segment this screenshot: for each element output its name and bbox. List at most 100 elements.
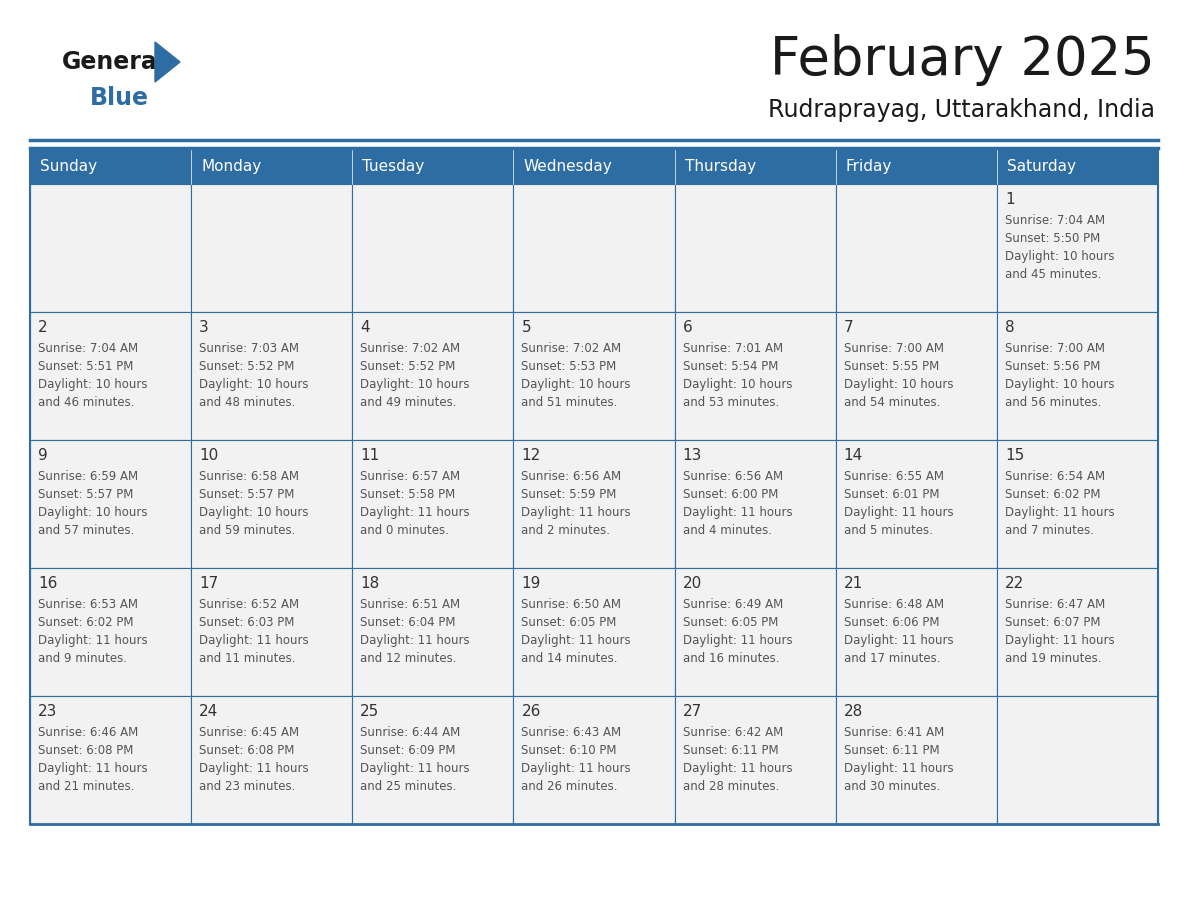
Text: Sunset: 6:00 PM: Sunset: 6:00 PM [683,488,778,501]
Text: and 21 minutes.: and 21 minutes. [38,780,134,793]
Text: Sunrise: 6:50 AM: Sunrise: 6:50 AM [522,598,621,611]
Bar [513,440,675,568]
Text: and 19 minutes.: and 19 minutes. [1005,652,1101,665]
Text: Sunset: 5:59 PM: Sunset: 5:59 PM [522,488,617,501]
Text: Daylight: 11 hours: Daylight: 11 hours [360,634,470,647]
Text: Sunset: 6:03 PM: Sunset: 6:03 PM [200,616,295,629]
Text: Sunset: 6:05 PM: Sunset: 6:05 PM [683,616,778,629]
Text: Sunrise: 7:00 AM: Sunrise: 7:00 AM [843,342,943,355]
Text: and 4 minutes.: and 4 minutes. [683,524,771,537]
Text: Sunrise: 6:56 AM: Sunrise: 6:56 AM [683,470,783,483]
Text: Daylight: 11 hours: Daylight: 11 hours [360,506,470,519]
Bar [835,440,997,568]
Text: and 7 minutes.: and 7 minutes. [1005,524,1094,537]
Text: Sunset: 6:01 PM: Sunset: 6:01 PM [843,488,940,501]
Bar [997,440,1158,568]
Bar [30,440,191,568]
Text: and 5 minutes.: and 5 minutes. [843,524,933,537]
Text: Sunrise: 6:43 AM: Sunrise: 6:43 AM [522,726,621,739]
Text: Sunrise: 7:02 AM: Sunrise: 7:02 AM [522,342,621,355]
Text: Sunrise: 6:46 AM: Sunrise: 6:46 AM [38,726,138,739]
Bar [191,184,353,312]
Text: 24: 24 [200,704,219,719]
Text: Sunrise: 6:41 AM: Sunrise: 6:41 AM [843,726,944,739]
Text: Sunrise: 6:47 AM: Sunrise: 6:47 AM [1005,598,1105,611]
Text: 13: 13 [683,448,702,463]
Text: 18: 18 [360,576,379,591]
Bar [835,696,997,824]
Bar [997,568,1158,696]
Text: and 30 minutes.: and 30 minutes. [843,780,940,793]
Text: Daylight: 10 hours: Daylight: 10 hours [360,378,469,391]
Text: and 9 minutes.: and 9 minutes. [38,652,127,665]
Text: 5: 5 [522,320,531,335]
Bar [30,312,191,440]
Bar [835,312,997,440]
Text: Sunset: 5:51 PM: Sunset: 5:51 PM [38,360,133,373]
Text: 8: 8 [1005,320,1015,335]
Text: 28: 28 [843,704,862,719]
Text: 17: 17 [200,576,219,591]
Text: 4: 4 [360,320,369,335]
Text: Sunrise: 6:55 AM: Sunrise: 6:55 AM [843,470,943,483]
Text: Daylight: 11 hours: Daylight: 11 hours [522,506,631,519]
Text: Sunrise: 6:44 AM: Sunrise: 6:44 AM [360,726,461,739]
Bar [353,568,513,696]
Text: Sunset: 5:58 PM: Sunset: 5:58 PM [360,488,455,501]
Text: Sunrise: 6:56 AM: Sunrise: 6:56 AM [522,470,621,483]
Text: Sunrise: 6:54 AM: Sunrise: 6:54 AM [1005,470,1105,483]
Text: and 26 minutes.: and 26 minutes. [522,780,618,793]
Text: Sunset: 6:08 PM: Sunset: 6:08 PM [200,744,295,757]
Text: Sunset: 6:11 PM: Sunset: 6:11 PM [683,744,778,757]
Text: February 2025: February 2025 [770,34,1155,86]
Bar [191,568,353,696]
Text: and 56 minutes.: and 56 minutes. [1005,396,1101,409]
Text: Daylight: 11 hours: Daylight: 11 hours [38,634,147,647]
Text: Sunrise: 7:04 AM: Sunrise: 7:04 AM [38,342,138,355]
Text: Sunrise: 7:01 AM: Sunrise: 7:01 AM [683,342,783,355]
Bar [513,696,675,824]
Text: Sunset: 6:04 PM: Sunset: 6:04 PM [360,616,456,629]
Bar [30,184,191,312]
Bar [675,312,835,440]
Text: Daylight: 11 hours: Daylight: 11 hours [360,762,470,775]
Bar [997,148,1158,184]
Text: Sunset: 5:56 PM: Sunset: 5:56 PM [1005,360,1100,373]
Text: and 25 minutes.: and 25 minutes. [360,780,456,793]
Text: Daylight: 11 hours: Daylight: 11 hours [38,762,147,775]
Text: Sunset: 6:10 PM: Sunset: 6:10 PM [522,744,617,757]
Bar [997,184,1158,312]
Text: and 45 minutes.: and 45 minutes. [1005,268,1101,281]
Text: Sunset: 6:05 PM: Sunset: 6:05 PM [522,616,617,629]
Text: 1: 1 [1005,192,1015,207]
Text: Sunrise: 7:03 AM: Sunrise: 7:03 AM [200,342,299,355]
Text: Saturday: Saturday [1007,159,1076,174]
Text: 20: 20 [683,576,702,591]
Text: Daylight: 10 hours: Daylight: 10 hours [1005,378,1114,391]
Polygon shape [154,42,181,82]
Text: and 14 minutes.: and 14 minutes. [522,652,618,665]
Text: Daylight: 11 hours: Daylight: 11 hours [200,762,309,775]
Text: Sunrise: 6:53 AM: Sunrise: 6:53 AM [38,598,138,611]
Text: Daylight: 11 hours: Daylight: 11 hours [683,506,792,519]
Bar [353,312,513,440]
Text: 26: 26 [522,704,541,719]
Text: and 49 minutes.: and 49 minutes. [360,396,456,409]
Bar [353,148,513,184]
Text: 10: 10 [200,448,219,463]
Text: and 57 minutes.: and 57 minutes. [38,524,134,537]
Text: 23: 23 [38,704,57,719]
Text: Sunset: 6:02 PM: Sunset: 6:02 PM [1005,488,1100,501]
Text: and 11 minutes.: and 11 minutes. [200,652,296,665]
Text: 14: 14 [843,448,862,463]
Text: 3: 3 [200,320,209,335]
Text: Sunset: 5:53 PM: Sunset: 5:53 PM [522,360,617,373]
Text: Rudraprayag, Uttarakhand, India: Rudraprayag, Uttarakhand, India [767,98,1155,122]
Text: Sunrise: 6:42 AM: Sunrise: 6:42 AM [683,726,783,739]
Text: and 59 minutes.: and 59 minutes. [200,524,296,537]
Text: 27: 27 [683,704,702,719]
Text: 2: 2 [38,320,48,335]
Bar [191,440,353,568]
Text: Daylight: 11 hours: Daylight: 11 hours [522,634,631,647]
Text: Sunset: 6:09 PM: Sunset: 6:09 PM [360,744,456,757]
